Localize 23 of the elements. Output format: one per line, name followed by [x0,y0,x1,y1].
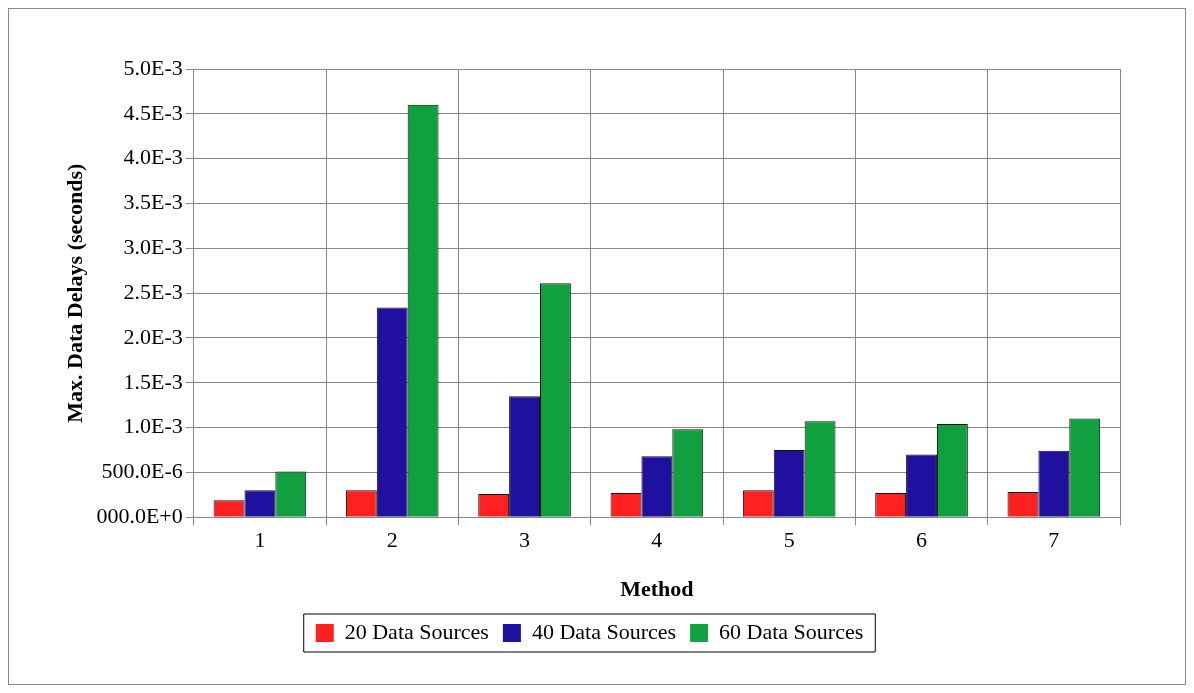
y-tick-label: 500.0E-6 [101,458,183,484]
y-tick-label: 2.0E-3 [123,323,183,349]
y-tick-label: 1.5E-3 [123,368,183,394]
x-tick-label: 4 [651,527,663,553]
x-tick-label: 7 [1048,527,1060,553]
x-tick-label: 5 [783,527,795,553]
y-tick-label: 4.0E-3 [123,144,183,170]
y-tick-label: 3.0E-3 [123,234,183,260]
legend-label: 60 Data Sources [719,618,864,644]
x-axis-title: Method [620,576,694,602]
x-tick-label: 6 [916,527,928,553]
y-tick-label: 2.5E-3 [123,278,183,304]
x-tick-label: 2 [386,527,398,553]
y-tick-label: 000.0E+0 [96,502,183,528]
y-tick-label: 3.5E-3 [123,189,183,215]
y-axis-title: Max. Data Delays (seconds) [61,163,87,423]
legend-label: 20 Data Sources [344,618,489,644]
y-tick-label: 1.0E-3 [123,413,183,439]
y-tick-label: 4.5E-3 [123,99,183,125]
x-tick-label: 3 [519,527,531,553]
legend-label: 40 Data Sources [531,618,677,644]
y-tick-label: 5.0E-3 [123,54,183,80]
x-tick-label: 1 [254,527,266,553]
